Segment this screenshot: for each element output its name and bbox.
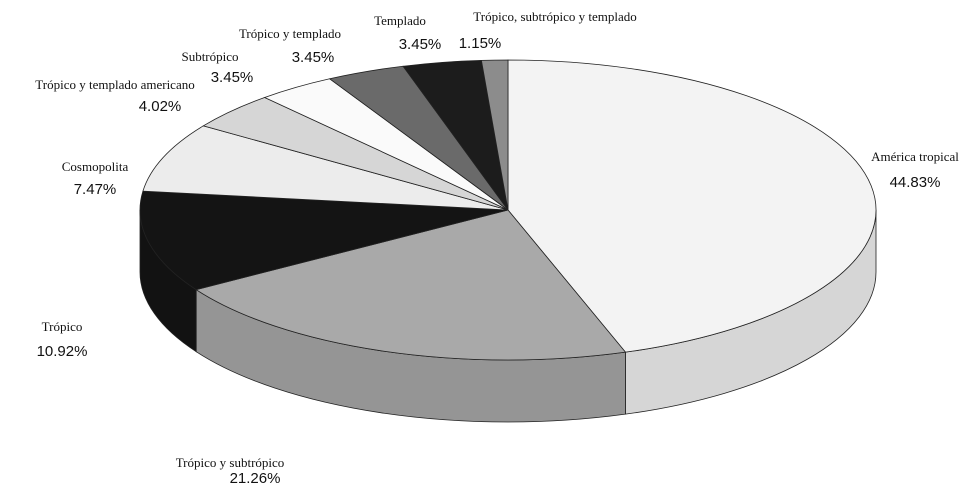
value-label: 44.83% xyxy=(890,174,941,191)
slice-label: Trópico, subtrópico y templado xyxy=(473,9,636,24)
slice xyxy=(142,125,509,211)
slice-label: Trópico y templado americano xyxy=(35,77,194,92)
slice-label: Subtrópico xyxy=(181,49,238,64)
value-label: 1.15% xyxy=(459,35,502,52)
value-label: 3.45% xyxy=(292,49,335,66)
slice xyxy=(507,59,877,353)
slice-label: Cosmopolita xyxy=(62,159,129,174)
value-label: 4.02% xyxy=(139,98,182,115)
slice xyxy=(480,59,509,211)
value-label: 3.45% xyxy=(399,36,442,53)
slice-label: Templado xyxy=(374,13,426,28)
value-label: 10.92% xyxy=(37,343,88,360)
slice xyxy=(139,190,509,291)
slice-label: Trópico y subtrópico xyxy=(176,455,285,470)
slice-label: América tropical xyxy=(871,149,959,164)
value-label: 3.45% xyxy=(211,69,254,86)
value-label: 21.26% xyxy=(230,470,281,486)
slice xyxy=(195,209,627,361)
value-label: 7.47% xyxy=(74,181,117,198)
slice-label: Trópico xyxy=(42,319,83,334)
slice-label: Trópico y templado xyxy=(239,26,341,41)
